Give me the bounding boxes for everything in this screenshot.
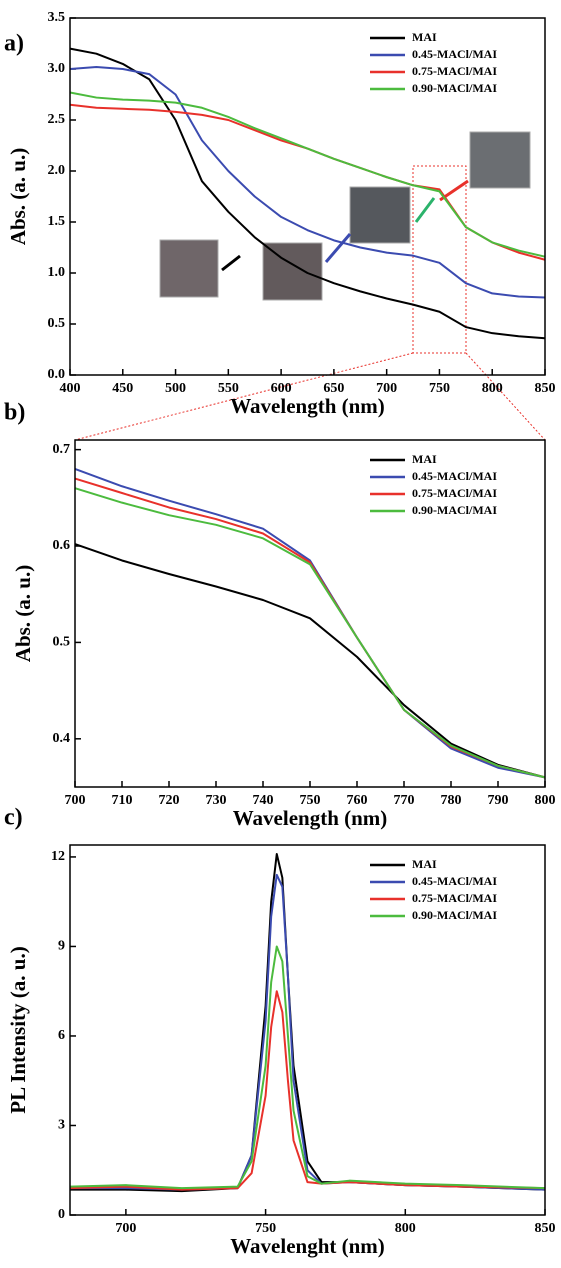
legend-label: 0.90-MACl/MAI (412, 81, 497, 95)
y-tick-label: 0.5 (53, 635, 71, 650)
y-tick-label: 12 (51, 849, 65, 864)
sample-photo (349, 186, 411, 244)
x-tick-label: 750 (255, 1221, 276, 1236)
x-tick-label: 600 (271, 381, 292, 396)
legend-label: 0.75-MACl/MAI (412, 486, 497, 500)
x-tick-label: 750 (300, 793, 321, 808)
plot-frame (69, 17, 546, 376)
series-line (69, 47, 546, 340)
sample-photo (469, 131, 531, 189)
legend-label: MAI (412, 30, 437, 44)
x-tick-label: 790 (488, 793, 509, 808)
y-tick-label: 3.0 (48, 61, 66, 76)
x-tick-label: 850 (535, 381, 556, 396)
y-tick-label: 3.5 (48, 10, 66, 25)
y-tick-label: 1.5 (48, 214, 66, 229)
y-tick-label: 0.5 (48, 316, 66, 331)
x-tick-label: 650 (323, 381, 344, 396)
x-tick-label: 710 (112, 793, 133, 808)
legend-label: MAI (412, 452, 437, 466)
y-tick-label: 2.0 (48, 163, 66, 178)
y-tick-label: 1.0 (48, 265, 66, 280)
series-line (74, 477, 546, 779)
zoom-line (465, 352, 546, 441)
plot-frame (69, 844, 546, 1216)
series-line (74, 467, 546, 779)
legend-label: 0.45-MACl/MAI (412, 47, 497, 61)
x-tick-label: 400 (60, 381, 81, 396)
y-axis-title: Abs. (a. u.) (11, 565, 35, 662)
y-tick-label: 0.0 (48, 367, 66, 382)
y-tick-label: 0.6 (53, 538, 71, 553)
series-line (69, 91, 546, 258)
arrow (221, 254, 241, 272)
x-tick-label: 800 (535, 793, 556, 808)
series-line (69, 945, 546, 1190)
y-tick-label: 3 (58, 1118, 65, 1133)
x-tick-label: 700 (115, 1221, 136, 1236)
x-tick-label: 700 (65, 793, 86, 808)
x-tick-label: 550 (218, 381, 239, 396)
x-tick-label: 780 (441, 793, 462, 808)
panel-label: b) (4, 400, 25, 426)
x-axis-title: Wavelenght (nm) (230, 1234, 385, 1258)
x-tick-label: 720 (159, 793, 180, 808)
legend-label: 0.75-MACl/MAI (412, 64, 497, 78)
legend-label: 0.45-MACl/MAI (412, 874, 497, 888)
y-axis-title: PL Intensity (a. u.) (6, 946, 30, 1113)
x-tick-label: 800 (482, 381, 503, 396)
sample-photo (159, 239, 219, 298)
y-tick-label: 9 (58, 939, 65, 954)
series-line (69, 65, 546, 299)
x-tick-label: 700 (376, 381, 397, 396)
y-tick-label: 6 (58, 1028, 65, 1043)
series-line (69, 990, 546, 1191)
x-tick-label: 450 (112, 381, 133, 396)
x-tick-label: 500 (165, 381, 186, 396)
series-line (74, 487, 546, 779)
x-tick-label: 770 (394, 793, 415, 808)
x-tick-label: 730 (206, 793, 227, 808)
panel-label: a) (4, 31, 24, 57)
x-tick-label: 750 (429, 381, 450, 396)
series-line (74, 543, 546, 779)
y-tick-label: 0 (58, 1207, 65, 1222)
y-axis-title: Abs. (a. u.) (6, 148, 30, 245)
plot-frame (74, 439, 546, 788)
x-tick-label: 850 (535, 1221, 556, 1236)
x-tick-label: 760 (347, 793, 368, 808)
panel-label: c) (4, 805, 23, 831)
legend-label: 0.75-MACl/MAI (412, 891, 497, 905)
y-tick-label: 0.7 (53, 442, 71, 457)
zoom-box (412, 165, 467, 354)
y-tick-label: 0.4 (53, 731, 71, 746)
y-tick-label: 2.5 (48, 112, 66, 127)
legend-label: MAI (412, 857, 437, 871)
x-axis-title: Wavelength (nm) (233, 806, 388, 830)
x-axis-title: Wavelength (nm) (230, 394, 385, 418)
legend-label: 0.45-MACl/MAI (412, 469, 497, 483)
x-tick-label: 740 (253, 793, 274, 808)
legend-label: 0.90-MACl/MAI (412, 908, 497, 922)
series-line (70, 873, 546, 1191)
x-tick-label: 800 (395, 1221, 416, 1236)
arrow (414, 197, 436, 223)
arrow (324, 233, 352, 263)
legend-label: 0.90-MACl/MAI (412, 503, 497, 517)
